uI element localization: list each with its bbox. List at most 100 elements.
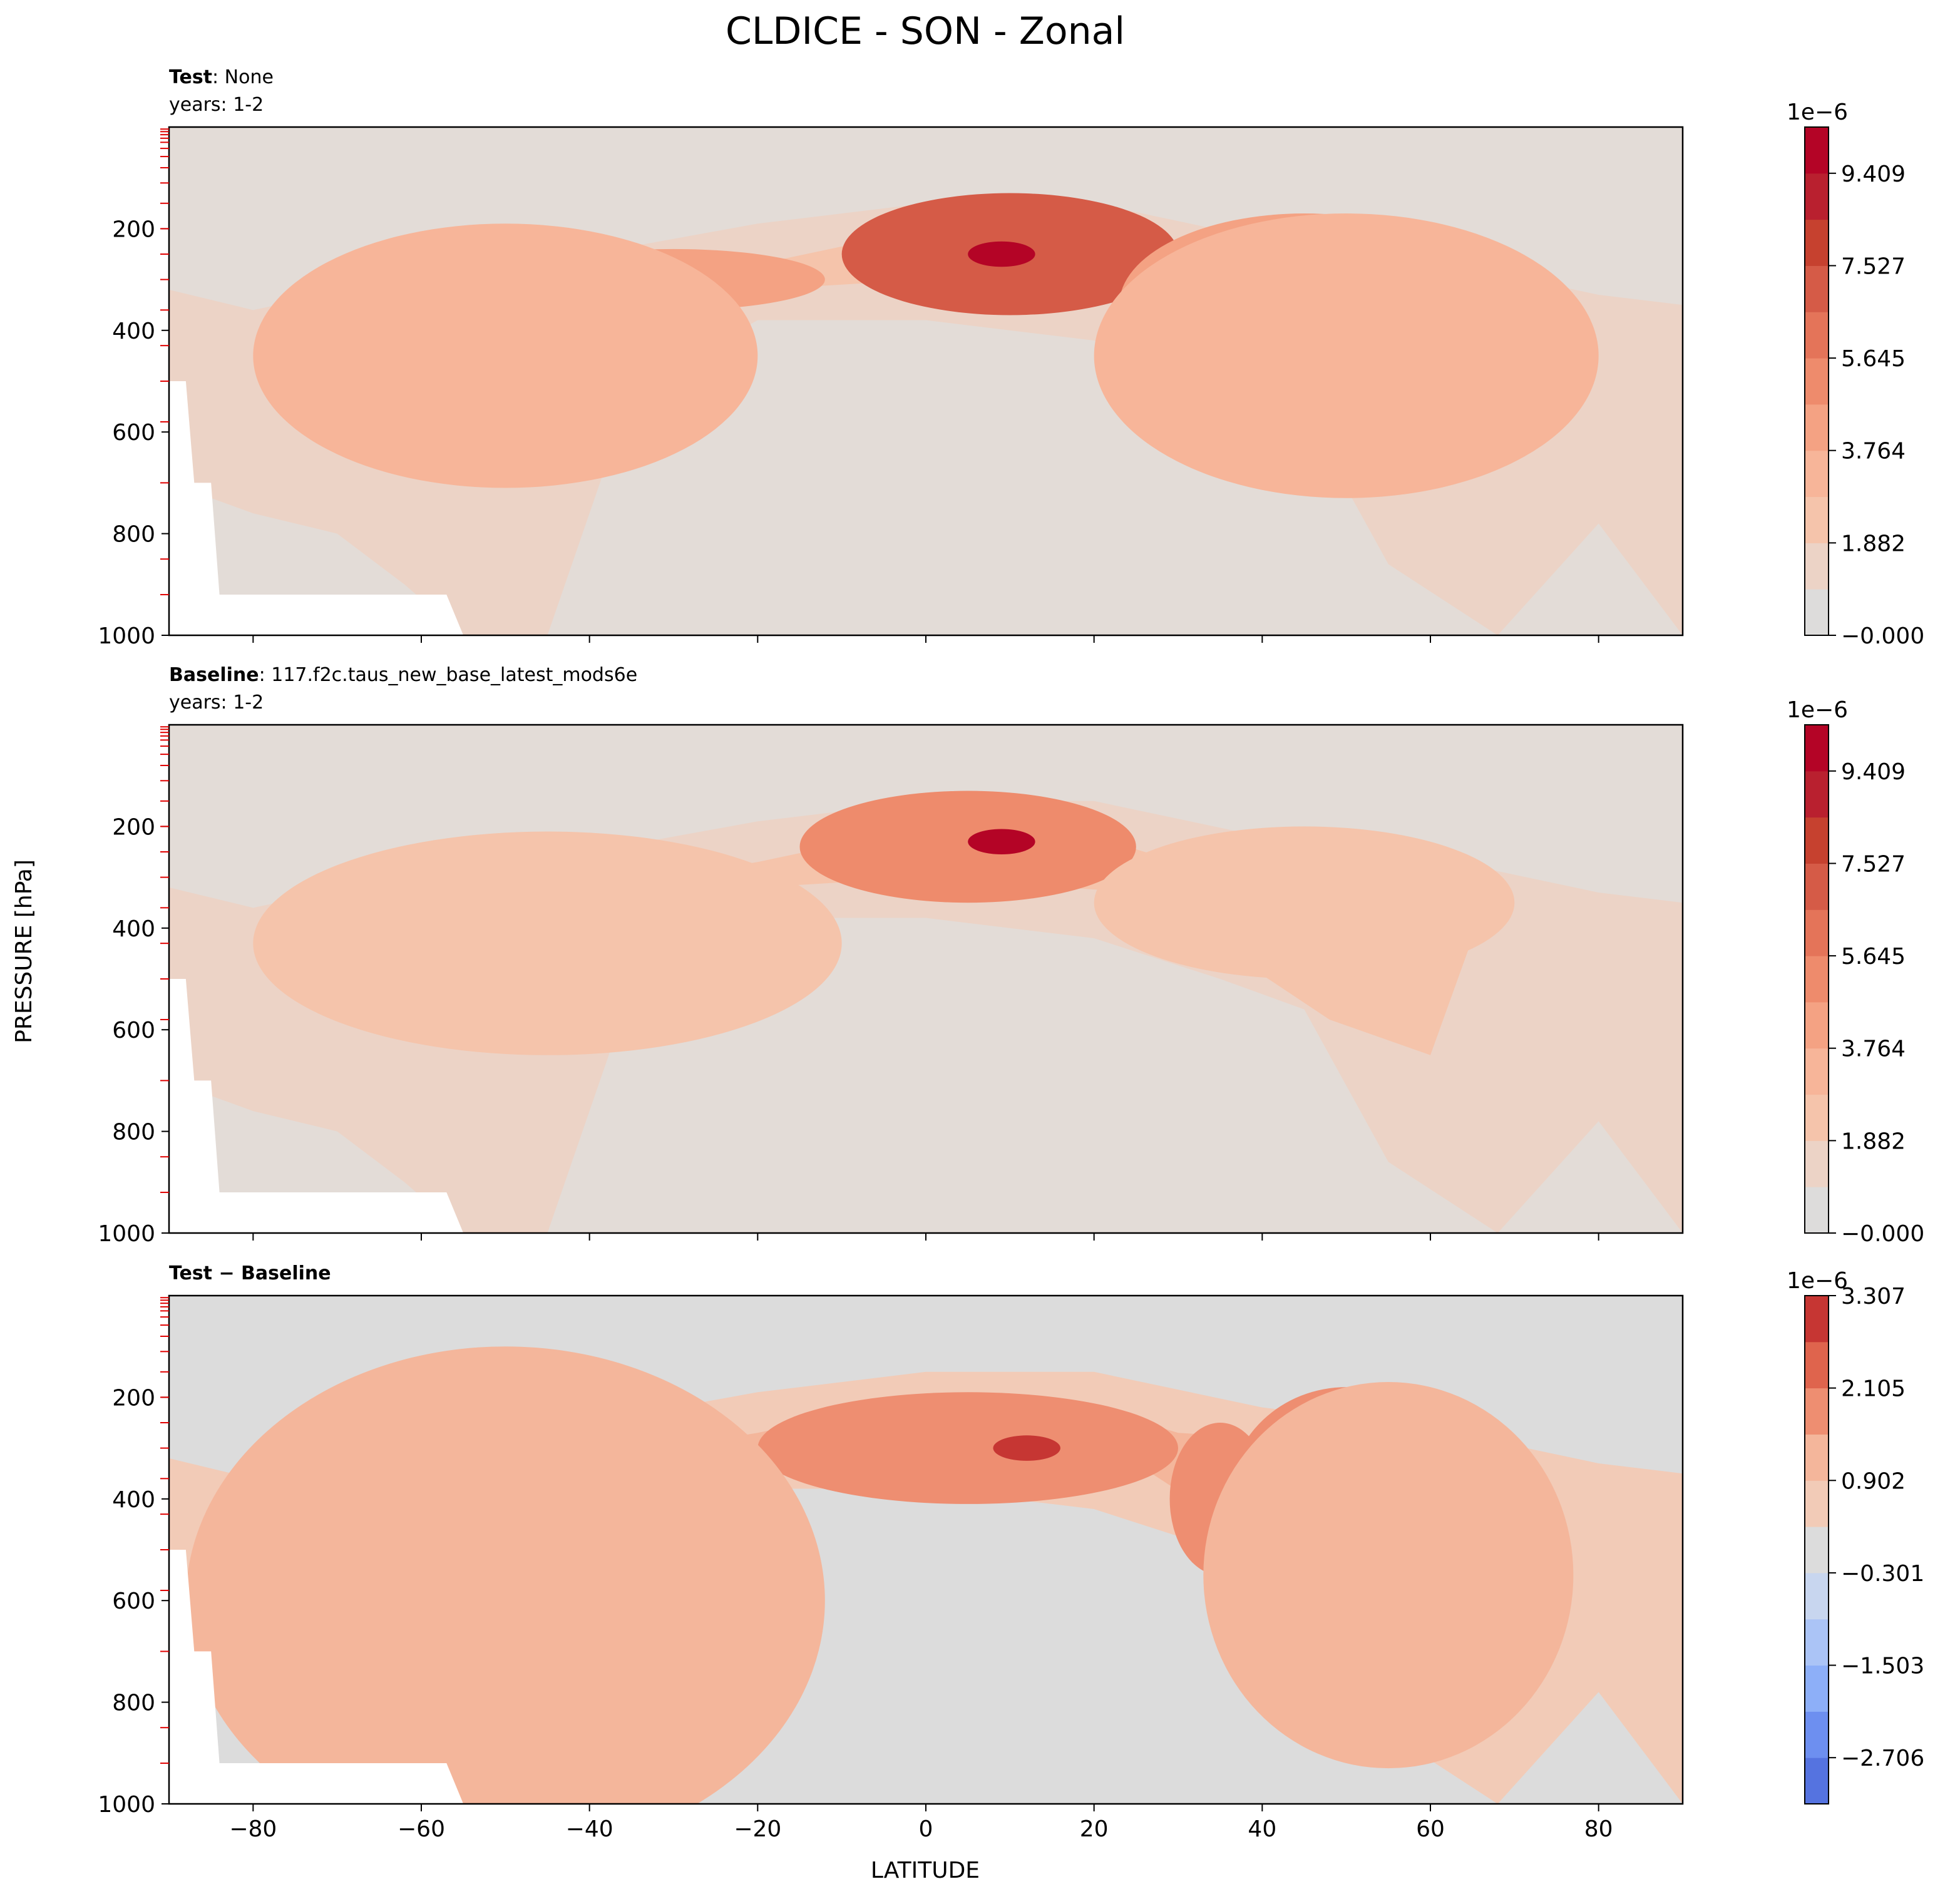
y-tick-label: 1000 xyxy=(98,623,155,649)
panel-label-rest: : 117.f2c.taus_new_base_latest_mods6e xyxy=(259,664,638,686)
panel-label: Test: None xyxy=(169,66,274,88)
y-tick-label: 400 xyxy=(112,1487,155,1513)
panel-years: years: 1-2 xyxy=(169,94,264,116)
contour-field xyxy=(169,127,1683,635)
colorbar-tick-label: 3.307 xyxy=(1841,1284,1906,1309)
colorbar-tick-label: 7.527 xyxy=(1841,851,1906,877)
colorbar-segment xyxy=(1805,1001,1829,1049)
panel-label-bold: Test xyxy=(169,66,212,88)
colorbar-tick-label: 3.764 xyxy=(1841,1037,1906,1062)
colorbar-frame xyxy=(1804,1295,1829,1804)
colorbar-segment xyxy=(1805,1758,1829,1804)
contour-feature-5 xyxy=(1094,213,1599,498)
colorbar-segment xyxy=(1805,127,1829,174)
colorbar-tick-label: 7.527 xyxy=(1841,253,1906,279)
colorbar-segment xyxy=(1805,1048,1829,1095)
colorbar-exponent: 1e−6 xyxy=(1787,697,1848,723)
panel-label-bold: Test − Baseline xyxy=(169,1262,331,1284)
colorbar-segment xyxy=(1805,1572,1829,1620)
colorbar-segment xyxy=(1805,173,1829,220)
colorbar-segment xyxy=(1805,1296,1829,1343)
y-tick-label: 600 xyxy=(112,420,155,446)
colorbar-tick-label: 3.764 xyxy=(1841,439,1906,464)
colorbar-segment xyxy=(1805,404,1829,451)
x-tick-label: 40 xyxy=(1248,1816,1276,1842)
colorbar-frame xyxy=(1804,126,1829,636)
colorbar-segment xyxy=(1805,770,1829,818)
terrain-mask xyxy=(169,381,464,635)
colorbar-tick-label: 1.882 xyxy=(1841,531,1906,556)
colorbar-segment xyxy=(1805,265,1829,312)
x-tick-label: 60 xyxy=(1416,1816,1445,1842)
y-tick-label: 800 xyxy=(112,1120,155,1145)
colorbar-segment xyxy=(1805,543,1829,590)
x-tick-label: −60 xyxy=(398,1816,445,1842)
colorbar-tick-label: −0.000 xyxy=(1841,623,1924,649)
colorbar-segment xyxy=(1805,219,1829,266)
contour-feature-4 xyxy=(253,223,758,488)
x-tick-label: 20 xyxy=(1080,1816,1109,1842)
contour-feature-4 xyxy=(186,1346,825,1804)
contour-feature-5 xyxy=(1203,1382,1574,1769)
y-tick-label: 200 xyxy=(112,217,155,242)
terrain-mask xyxy=(169,1550,464,1804)
colorbar-segment xyxy=(1805,725,1829,772)
y-tick-label: 200 xyxy=(112,1385,155,1411)
colorbar-exponent: 1e−6 xyxy=(1787,100,1848,125)
colorbar-tick-label: 5.645 xyxy=(1841,346,1906,372)
contour-field xyxy=(169,1296,1683,1804)
colorbar-tick-label: −0.301 xyxy=(1841,1561,1924,1587)
contour-field xyxy=(169,725,1683,1233)
colorbar-segment xyxy=(1805,909,1829,956)
y-tick-label: 600 xyxy=(112,1589,155,1614)
colorbar-tick-label: −1.503 xyxy=(1841,1654,1924,1679)
x-tick-label: −20 xyxy=(734,1816,781,1842)
y-tick-label: 400 xyxy=(112,916,155,942)
colorbar-segment xyxy=(1805,1434,1829,1481)
contour-band-mid xyxy=(295,1397,1473,1626)
y-tick-label: 800 xyxy=(112,1691,155,1716)
y-tick-label: 1000 xyxy=(98,1792,155,1818)
colorbar-segment xyxy=(1805,1527,1829,1574)
y-tick-label: 1000 xyxy=(98,1221,155,1247)
colorbar-tick-label: 2.105 xyxy=(1841,1376,1906,1402)
x-tick-label: −40 xyxy=(566,1816,613,1842)
colorbar-segment xyxy=(1805,450,1829,498)
colorbar-segment xyxy=(1805,1094,1829,1141)
panel-test: 200 400 600 800 1000 Test: None years: 1-2 −0.0… xyxy=(98,66,1924,649)
colorbar-segment xyxy=(1805,496,1829,543)
colorbar-segment xyxy=(1805,358,1829,405)
colorbar-tick-label: 9.409 xyxy=(1841,759,1906,785)
colorbar-segment xyxy=(1805,1619,1829,1666)
contour-feature-1 xyxy=(799,791,1136,903)
colorbar-segment xyxy=(1805,312,1829,359)
colorbar-segment xyxy=(1805,956,1829,1003)
x-tick-label: −80 xyxy=(229,1816,277,1842)
panel-baseline: 200 400 600 800 1000 Baseline: 117.f2c.taus_n… xyxy=(98,664,1924,1247)
panel-label-rest: : None xyxy=(212,66,274,88)
y-tick-label: 800 xyxy=(112,522,155,548)
contour-feature-1 xyxy=(757,1392,1178,1504)
colorbar-tick-label: −2.706 xyxy=(1841,1746,1924,1771)
colorbar-tick-label: 9.409 xyxy=(1841,161,1906,187)
colorbar-segment xyxy=(1805,1140,1829,1187)
contour-peak xyxy=(968,241,1035,267)
colorbar-tick-label: 5.645 xyxy=(1841,944,1906,970)
x-tick-label: 80 xyxy=(1584,1816,1613,1842)
colorbar-frame xyxy=(1804,724,1829,1234)
contour-peak xyxy=(968,829,1035,855)
terrain-mask xyxy=(169,979,464,1233)
panel-label-bold: Baseline xyxy=(169,664,259,686)
colorbar-segment xyxy=(1805,1480,1829,1527)
contour-feature-4 xyxy=(253,831,842,1055)
colorbar-exponent: 1e−6 xyxy=(1787,1268,1848,1294)
panel-label: Baseline: 117.f2c.taus_new_base_latest_m… xyxy=(169,664,637,686)
panel-years: years: 1-2 xyxy=(169,692,264,714)
contour-feature-3 xyxy=(1094,826,1515,979)
colorbar-segment xyxy=(1805,817,1829,864)
colorbar-tick-label: 0.902 xyxy=(1841,1468,1906,1494)
colorbar-tick-label: −0.000 xyxy=(1841,1221,1924,1247)
colorbar-segment xyxy=(1805,1711,1829,1758)
y-axis-label: PRESSURE [hPa] xyxy=(11,859,37,1043)
